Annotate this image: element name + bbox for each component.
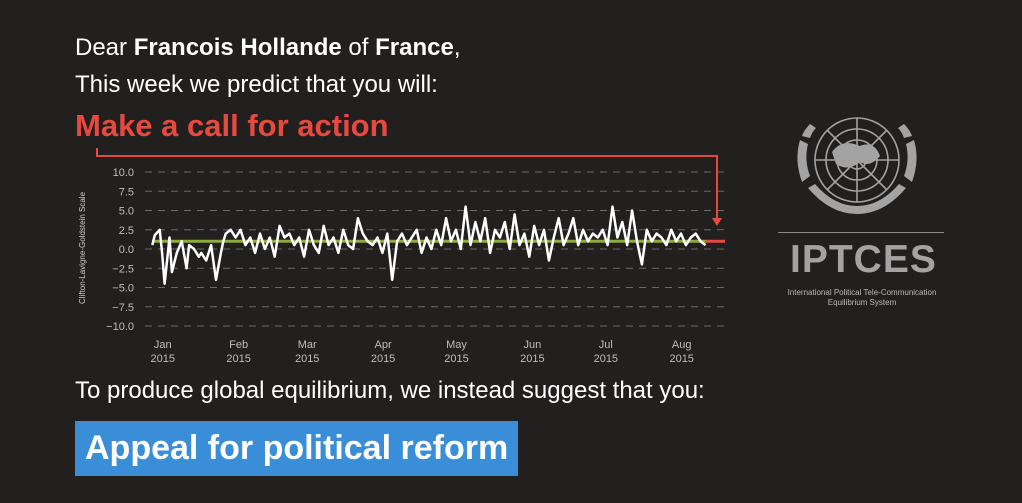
arrow-head: [712, 218, 722, 226]
x-tick-month: Mar: [298, 339, 317, 351]
of-word: of: [348, 34, 369, 61]
logo-subtitle-line2: Equilibrium System: [827, 298, 897, 307]
suggest-text: To produce global equilibrium, we instea…: [75, 377, 705, 404]
suggested-action-box: Appeal for political reform: [75, 421, 519, 476]
y-tick-label: −10.0: [106, 321, 134, 333]
greeting-line: Dear Francois Hollande of France,: [75, 33, 460, 63]
logo-subtitle-line1: International Political Tele-Communicati…: [787, 288, 937, 297]
y-tick-label: −5.0: [112, 283, 134, 295]
leader-name: Francois Hollande: [133, 34, 342, 61]
iptces-logo: [770, 110, 970, 320]
prediction-text: Make a call for action: [75, 108, 389, 143]
logo-name: IPTCES: [790, 238, 937, 281]
event-chart: 10.0 7.5 5.0 2.5 0.0 −2.5 −5.0 −7.5 −10.0 Jan 201…: [78, 148, 730, 365]
y-axis-label: Clifton-Lavigne-Goldstein Scale: [78, 191, 87, 304]
x-tick-month: Feb: [229, 339, 248, 351]
logo-subtitle: International Political Tele-Communicati…: [772, 288, 952, 308]
x-tick-year: 2015: [371, 353, 395, 365]
un-emblem-icon: [797, 117, 917, 214]
x-tick-year: 2015: [226, 353, 250, 365]
logo-divider: [778, 232, 944, 233]
y-tick-label: −7.5: [112, 302, 134, 314]
x-tick-year: 2015: [594, 353, 618, 365]
x-tick-month: May: [446, 339, 467, 351]
suggested-action: Appeal for political reform: [85, 429, 509, 467]
salutation: Dear: [75, 34, 128, 61]
x-tick-year: 2015: [520, 353, 544, 365]
x-tick-labels: Jan 2015 Feb 2015 Mar 2015 Apr 2015 May 2015 Jun 20…: [151, 339, 694, 365]
y-tick-label: 5.0: [119, 206, 134, 218]
chart-grid: [145, 171, 730, 327]
y-tick-label: 0.0: [119, 244, 134, 256]
x-tick-year: 2015: [669, 353, 693, 365]
y-tick-label: 7.5: [119, 186, 134, 198]
x-tick-year: 2015: [444, 353, 468, 365]
intro-text: This week we predict that you will:: [75, 71, 438, 98]
x-tick-month: Aug: [672, 339, 692, 351]
series-line: [151, 205, 707, 285]
y-tick-labels: 10.0 7.5 5.0 2.5 0.0 −2.5 −5.0 −7.5 −10.0: [106, 167, 134, 333]
x-tick-month: Apr: [375, 339, 392, 351]
y-tick-label: −2.5: [112, 263, 134, 275]
x-tick-month: Jul: [599, 339, 613, 351]
x-tick-year: 2015: [151, 353, 175, 365]
x-tick-month: Jan: [154, 339, 172, 351]
y-tick-label: 10.0: [113, 167, 134, 179]
country-name: France: [375, 34, 454, 61]
y-tick-label: 2.5: [119, 225, 134, 237]
greeting-comma: ,: [453, 34, 461, 61]
prediction-arrow: [96, 148, 718, 218]
x-tick-month: Jun: [524, 339, 542, 351]
x-tick-year: 2015: [295, 353, 319, 365]
